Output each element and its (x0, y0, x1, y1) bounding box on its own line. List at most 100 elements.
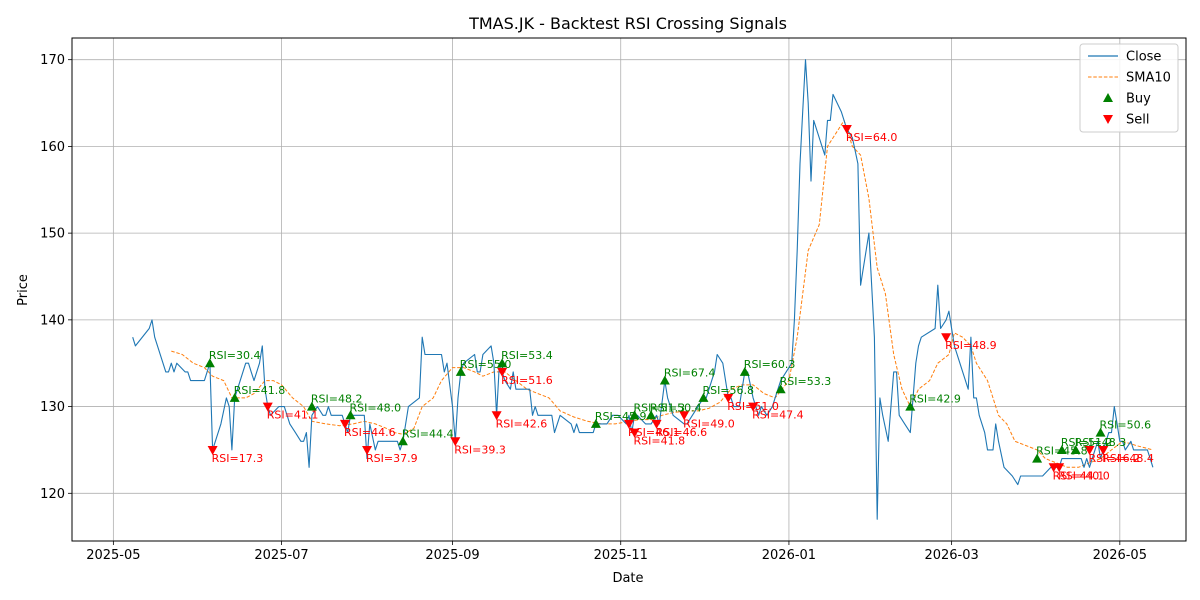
buy-annotation: RSI=41.8 (234, 384, 286, 397)
buy-annotation: RSI=44.4 (402, 427, 454, 440)
buy-annotation: RSI=67.4 (664, 367, 716, 380)
buy-annotation: RSI=60.3 (744, 358, 796, 371)
y-tick-label: 130 (40, 400, 65, 415)
sell-annotation: RSI=46.1 (628, 426, 680, 439)
buy-annotation: RSI=50.4 (650, 401, 702, 414)
grid (72, 38, 1186, 541)
sell-marker (1098, 445, 1109, 455)
y-axis-label: Price (16, 274, 31, 306)
sell-marker (651, 419, 662, 429)
legend-swatch-sell (1103, 115, 1113, 124)
x-tick-label: 2025-05 (86, 548, 140, 563)
x-tick-label: 2026-03 (924, 548, 978, 563)
sell-marker (339, 419, 350, 429)
buy-marker (455, 366, 466, 376)
buy-marker (204, 358, 215, 368)
close-line (132, 59, 1154, 520)
x-tick-label: 2025-09 (425, 548, 479, 563)
sell-annotation: RSI=47.4 (752, 409, 804, 422)
buy-annotation: RSI=42.9 (909, 393, 961, 406)
sell-marker (841, 125, 852, 135)
buy-annotation: RSI=45.9 (595, 410, 647, 423)
buy-marker (306, 401, 317, 411)
chart-title: TMAS.JK - Backtest RSI Crossing Signals (468, 14, 787, 33)
y-tick-label: 150 (40, 227, 65, 242)
legend-swatch-buy (1103, 93, 1113, 102)
buy-annotation: RSI=48.3 (1075, 436, 1127, 449)
y-tick-label: 160 (40, 140, 65, 155)
y-tick-label: 170 (40, 53, 65, 68)
buy-annotation: RSI=51.2 (1061, 436, 1113, 449)
legend-label: SMA10 (1126, 71, 1171, 86)
sell-marker (207, 445, 218, 455)
buy-annotation: RSI=30.4 (209, 349, 261, 362)
x-tick-label: 2025-07 (254, 548, 308, 563)
x-axis-label: Date (612, 571, 643, 586)
y-tick-label: 140 (40, 313, 65, 328)
buy-marker (646, 410, 657, 420)
sma10-line (171, 119, 1154, 468)
sell-marker (497, 367, 508, 377)
legend-box (1079, 43, 1179, 133)
buy-marker (629, 410, 640, 420)
buy-annotation: RSI=45.8 (1036, 445, 1088, 458)
x-tick-label: 2025-11 (594, 548, 648, 563)
sell-annotation: RSI=48.4 (1102, 452, 1154, 465)
sell-annotation: RSI=46.2 (1088, 452, 1140, 465)
buy-marker (229, 392, 240, 402)
buy-annotation: RSI=53.3 (780, 375, 832, 388)
plot-frame (71, 37, 1187, 542)
x-tick-label: 2026-05 (1093, 548, 1147, 563)
buy-marker (1032, 453, 1043, 463)
sell-annotation: RSI=49.0 (683, 417, 735, 430)
sell-annotation: RSI=40.0 (1058, 469, 1110, 482)
buy-marker (497, 358, 508, 368)
sell-marker (723, 393, 734, 403)
x-tick-label: 2026-01 (762, 548, 816, 563)
buy-marker (1070, 444, 1081, 454)
y-axis: 120 130 140 150 160 170 (40, 53, 72, 502)
sell-annotation: RSI=51.6 (501, 374, 553, 387)
buy-marker (698, 392, 709, 402)
sell-annotation: RSI=64.0 (846, 131, 898, 144)
buy-annotation: RSI=48.0 (350, 401, 402, 414)
buy-marker (1095, 427, 1106, 437)
buy-annotation: RSI=48.2 (311, 393, 363, 406)
legend-label: Buy (1126, 92, 1151, 107)
sell-marker (679, 411, 690, 421)
buy-marker (345, 410, 356, 420)
sell-annotation: RSI=39.3 (454, 443, 506, 456)
sell-annotation: RSI=48.9 (945, 339, 997, 352)
sell-marker (1084, 445, 1095, 455)
legend-label: Sell (1126, 113, 1149, 128)
sell-marker (450, 437, 461, 447)
annotations-layer: RSI=30.4 RSI=41.8 RSI=48.2RSI=48.0RSI=44.4… (209, 131, 1154, 482)
sma-layer (171, 119, 1154, 468)
plot-area (72, 38, 1186, 541)
legend: Close SMA10 Buy Sell (1079, 43, 1179, 133)
signals-layer (204, 125, 1109, 473)
buy-annotation: RSI=55.0 (460, 358, 512, 371)
buy-marker (905, 401, 916, 411)
close-layer (132, 59, 1154, 520)
sell-annotation: RSI=37.9 (366, 452, 418, 465)
y-tick-label: 120 (40, 487, 65, 502)
sell-marker (629, 428, 640, 438)
buy-annotation: RSI=50.6 (1100, 419, 1152, 432)
sell-annotation: RSI=46.6 (656, 426, 708, 439)
sell-annotation: RSI=17.3 (212, 452, 264, 465)
sell-annotation: RSI=41.1 (267, 409, 319, 422)
legend-label: Close (1126, 50, 1161, 65)
buy-annotation: RSI=56.8 (702, 384, 754, 397)
buy-marker (590, 418, 601, 428)
buy-marker (397, 436, 408, 446)
sell-annotation: RSI=41.8 (634, 435, 686, 448)
buy-marker (1056, 444, 1067, 454)
sell-marker (624, 419, 634, 429)
x-axis: 2025-05 2025-07 2025-09 2025-11 2026-01 2026-… (86, 541, 1147, 563)
sell-marker (941, 333, 952, 343)
sell-annotation: RSI=51.0 (727, 400, 779, 413)
sell-marker (362, 445, 373, 455)
sell-annotation: RSI=44.1 (1053, 469, 1105, 482)
